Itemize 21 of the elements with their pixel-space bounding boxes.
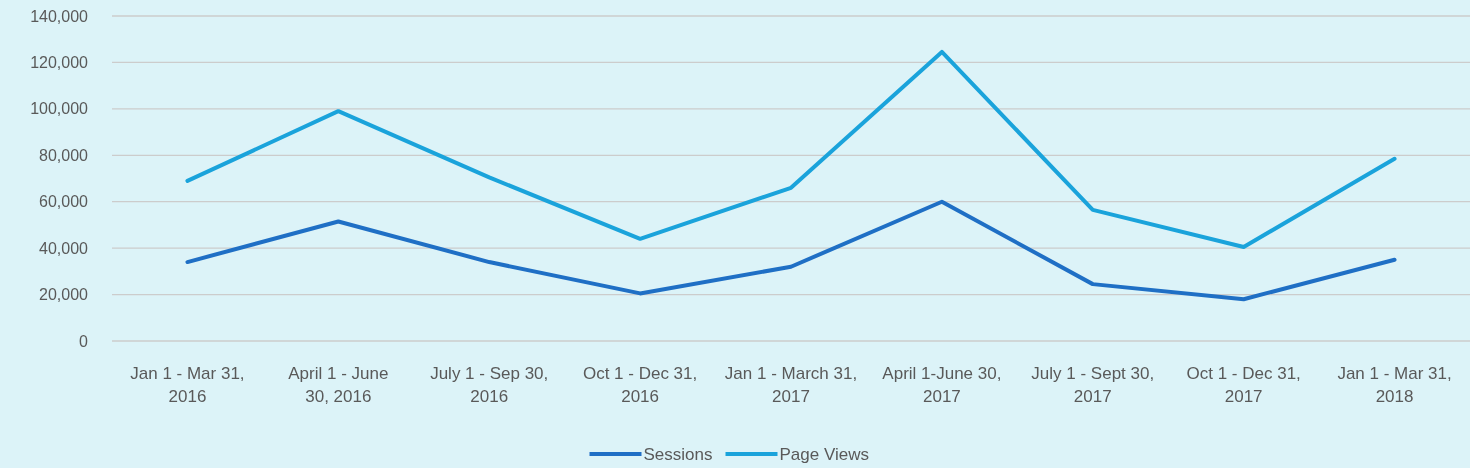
- legend-label: Page Views: [779, 444, 869, 464]
- x-tick-label: April 1-June 30, 2017: [882, 364, 1002, 406]
- x-tick-label: Jan 1 - March 31, 2017: [724, 364, 858, 406]
- line-series: [185, 199, 1397, 302]
- y-tick-label: 60,000: [39, 193, 89, 211]
- y-tick-label: 0: [79, 332, 89, 350]
- line-series: [185, 49, 1397, 249]
- y-tick-label: 40,000: [39, 239, 89, 257]
- y-tick-label: 100,000: [30, 100, 89, 118]
- x-tick-label: July 1 - Sept 30, 2017: [1031, 364, 1155, 406]
- y-tick-label: 20,000: [39, 286, 89, 304]
- x-tick-label: Jan 1 - Mar 31, 2016: [130, 364, 245, 406]
- y-tick-label: 80,000: [39, 146, 89, 164]
- x-tick-label: April 1 - June 30, 2016: [288, 364, 389, 406]
- x-tick-label: Oct 1 - Dec 31, 2017: [1186, 364, 1301, 406]
- x-tick-label: Jan 1 - Mar 31, 2018: [1337, 364, 1452, 406]
- y-tick-label: 120,000: [30, 54, 89, 72]
- legend-label: Sessions: [643, 444, 713, 464]
- y-tick-label: 140,000: [30, 7, 89, 25]
- x-tick-label: July 1 - Sep 30, 2016: [430, 364, 549, 406]
- x-tick-label: Oct 1 - Dec 31, 2016: [582, 364, 698, 406]
